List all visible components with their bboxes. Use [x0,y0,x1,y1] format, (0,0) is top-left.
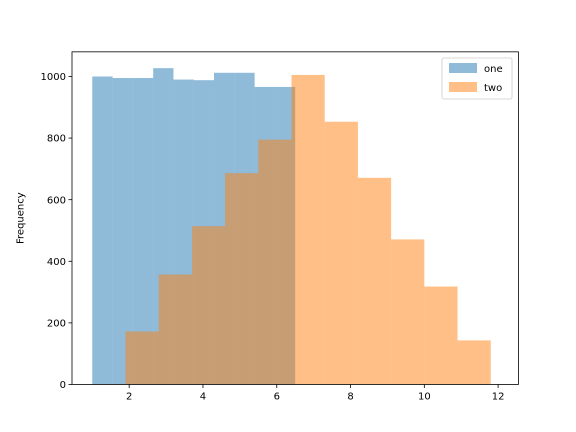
bar-two-2 [191,226,226,385]
bars-layer [92,68,491,385]
x-tick-label-8: 8 [347,391,353,402]
bar-two-0 [125,331,159,385]
y-tick-label-800: 800 [47,134,66,145]
bar-one-0 [92,76,113,385]
y-axis-label: Frequency [16,192,27,244]
x-tick-label-4: 4 [200,391,206,402]
y-tick-label-0: 0 [60,380,66,391]
bar-one-2 [132,78,154,385]
legend: one two [441,57,513,100]
legend-label-two: two [484,83,502,94]
legend-swatch-two [449,82,477,92]
bar-two-6 [324,121,358,385]
y-tick-label-1000: 1000 [41,72,66,83]
x-tick-label-12: 12 [492,391,505,402]
bar-two-3 [225,173,259,385]
bar-two-5 [291,74,325,385]
bar-two-9 [424,286,458,385]
legend-label-one: one [484,64,503,75]
x-tick-label-10: 10 [418,391,431,402]
bar-one-1 [112,78,133,385]
x-tick-label-2: 2 [126,391,132,402]
legend-swatch-one [449,63,477,73]
x-tick-label-6: 6 [274,391,280,402]
bar-two-4 [258,139,292,385]
y-axis: 0 200 400 600 800 1000 [41,72,72,391]
bar-two-8 [391,239,425,385]
y-tick-label-400: 400 [47,257,66,268]
bar-two-7 [357,177,392,385]
y-tick-label-600: 600 [47,195,66,206]
bar-two-10 [457,340,491,385]
y-tick-label-200: 200 [47,318,66,329]
bar-two-1 [158,274,192,385]
axes-frame [71,51,519,385]
x-axis: 2 4 6 8 10 12 [126,384,504,402]
